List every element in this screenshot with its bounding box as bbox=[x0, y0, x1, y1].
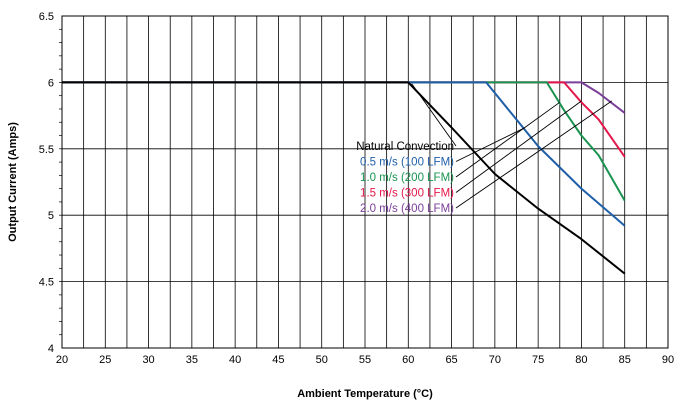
series-lines bbox=[62, 81, 626, 275]
plot-frame bbox=[61, 15, 669, 349]
x-tick-label: 55 bbox=[359, 354, 371, 366]
x-tick-label: 90 bbox=[662, 354, 674, 366]
x-tick-label: 85 bbox=[619, 354, 631, 366]
legend-label: 1.0 m/s (200 LFM) bbox=[360, 172, 454, 184]
series-line bbox=[62, 81, 626, 275]
y-tick-label: 4.5 bbox=[39, 277, 54, 289]
x-tick-label: 25 bbox=[99, 354, 111, 366]
y-tick-label: 4 bbox=[48, 343, 54, 355]
legend-leader-lines bbox=[411, 83, 612, 209]
series-line bbox=[62, 81, 626, 227]
x-tick-label: 70 bbox=[489, 354, 501, 366]
legend: Natural Convection 0.5 m/s (100 LFM) 1.0 m… bbox=[356, 141, 454, 215]
legend-label: 1.5 m/s (300 LFM) bbox=[360, 188, 454, 200]
x-tick-label: 40 bbox=[229, 354, 241, 366]
legend-leader-line bbox=[455, 100, 612, 209]
x-tick-label: 75 bbox=[532, 354, 544, 366]
y-tick-label: 6 bbox=[48, 77, 54, 89]
x-tick-label: 60 bbox=[402, 354, 414, 366]
x-tick-label: 65 bbox=[445, 354, 457, 366]
x-tick-label: 45 bbox=[272, 354, 284, 366]
legend-leader-line bbox=[455, 100, 582, 193]
x-axis-title: Ambient Temperature (°C) bbox=[297, 388, 433, 400]
tick-labels: 20 25 30 35 40 45 50 55 60 65 70 75 80 85 90 4 4.5 5 5.5 6 6… bbox=[39, 11, 674, 366]
legend-label: Natural Convection bbox=[356, 141, 454, 153]
legend-leader-line bbox=[455, 101, 561, 178]
y-tick-label: 6.5 bbox=[39, 11, 54, 23]
x-tick-label: 35 bbox=[186, 354, 198, 366]
legend-label: 2.0 m/s (400 LFM) bbox=[360, 203, 454, 215]
y-axis-title: Output Current (Amps) bbox=[7, 122, 19, 242]
x-tick-label: 30 bbox=[142, 354, 154, 366]
legend-leader-line bbox=[411, 83, 457, 147]
x-tick-label: 20 bbox=[56, 354, 68, 366]
y-tick-label: 5.5 bbox=[39, 144, 54, 156]
y-tick-label: 5 bbox=[48, 210, 54, 222]
legend-leader-line bbox=[455, 127, 526, 162]
x-tick-label: 80 bbox=[575, 354, 587, 366]
x-tick-label: 50 bbox=[316, 354, 328, 366]
legend-label: 0.5 m/s (100 LFM) bbox=[360, 157, 454, 169]
